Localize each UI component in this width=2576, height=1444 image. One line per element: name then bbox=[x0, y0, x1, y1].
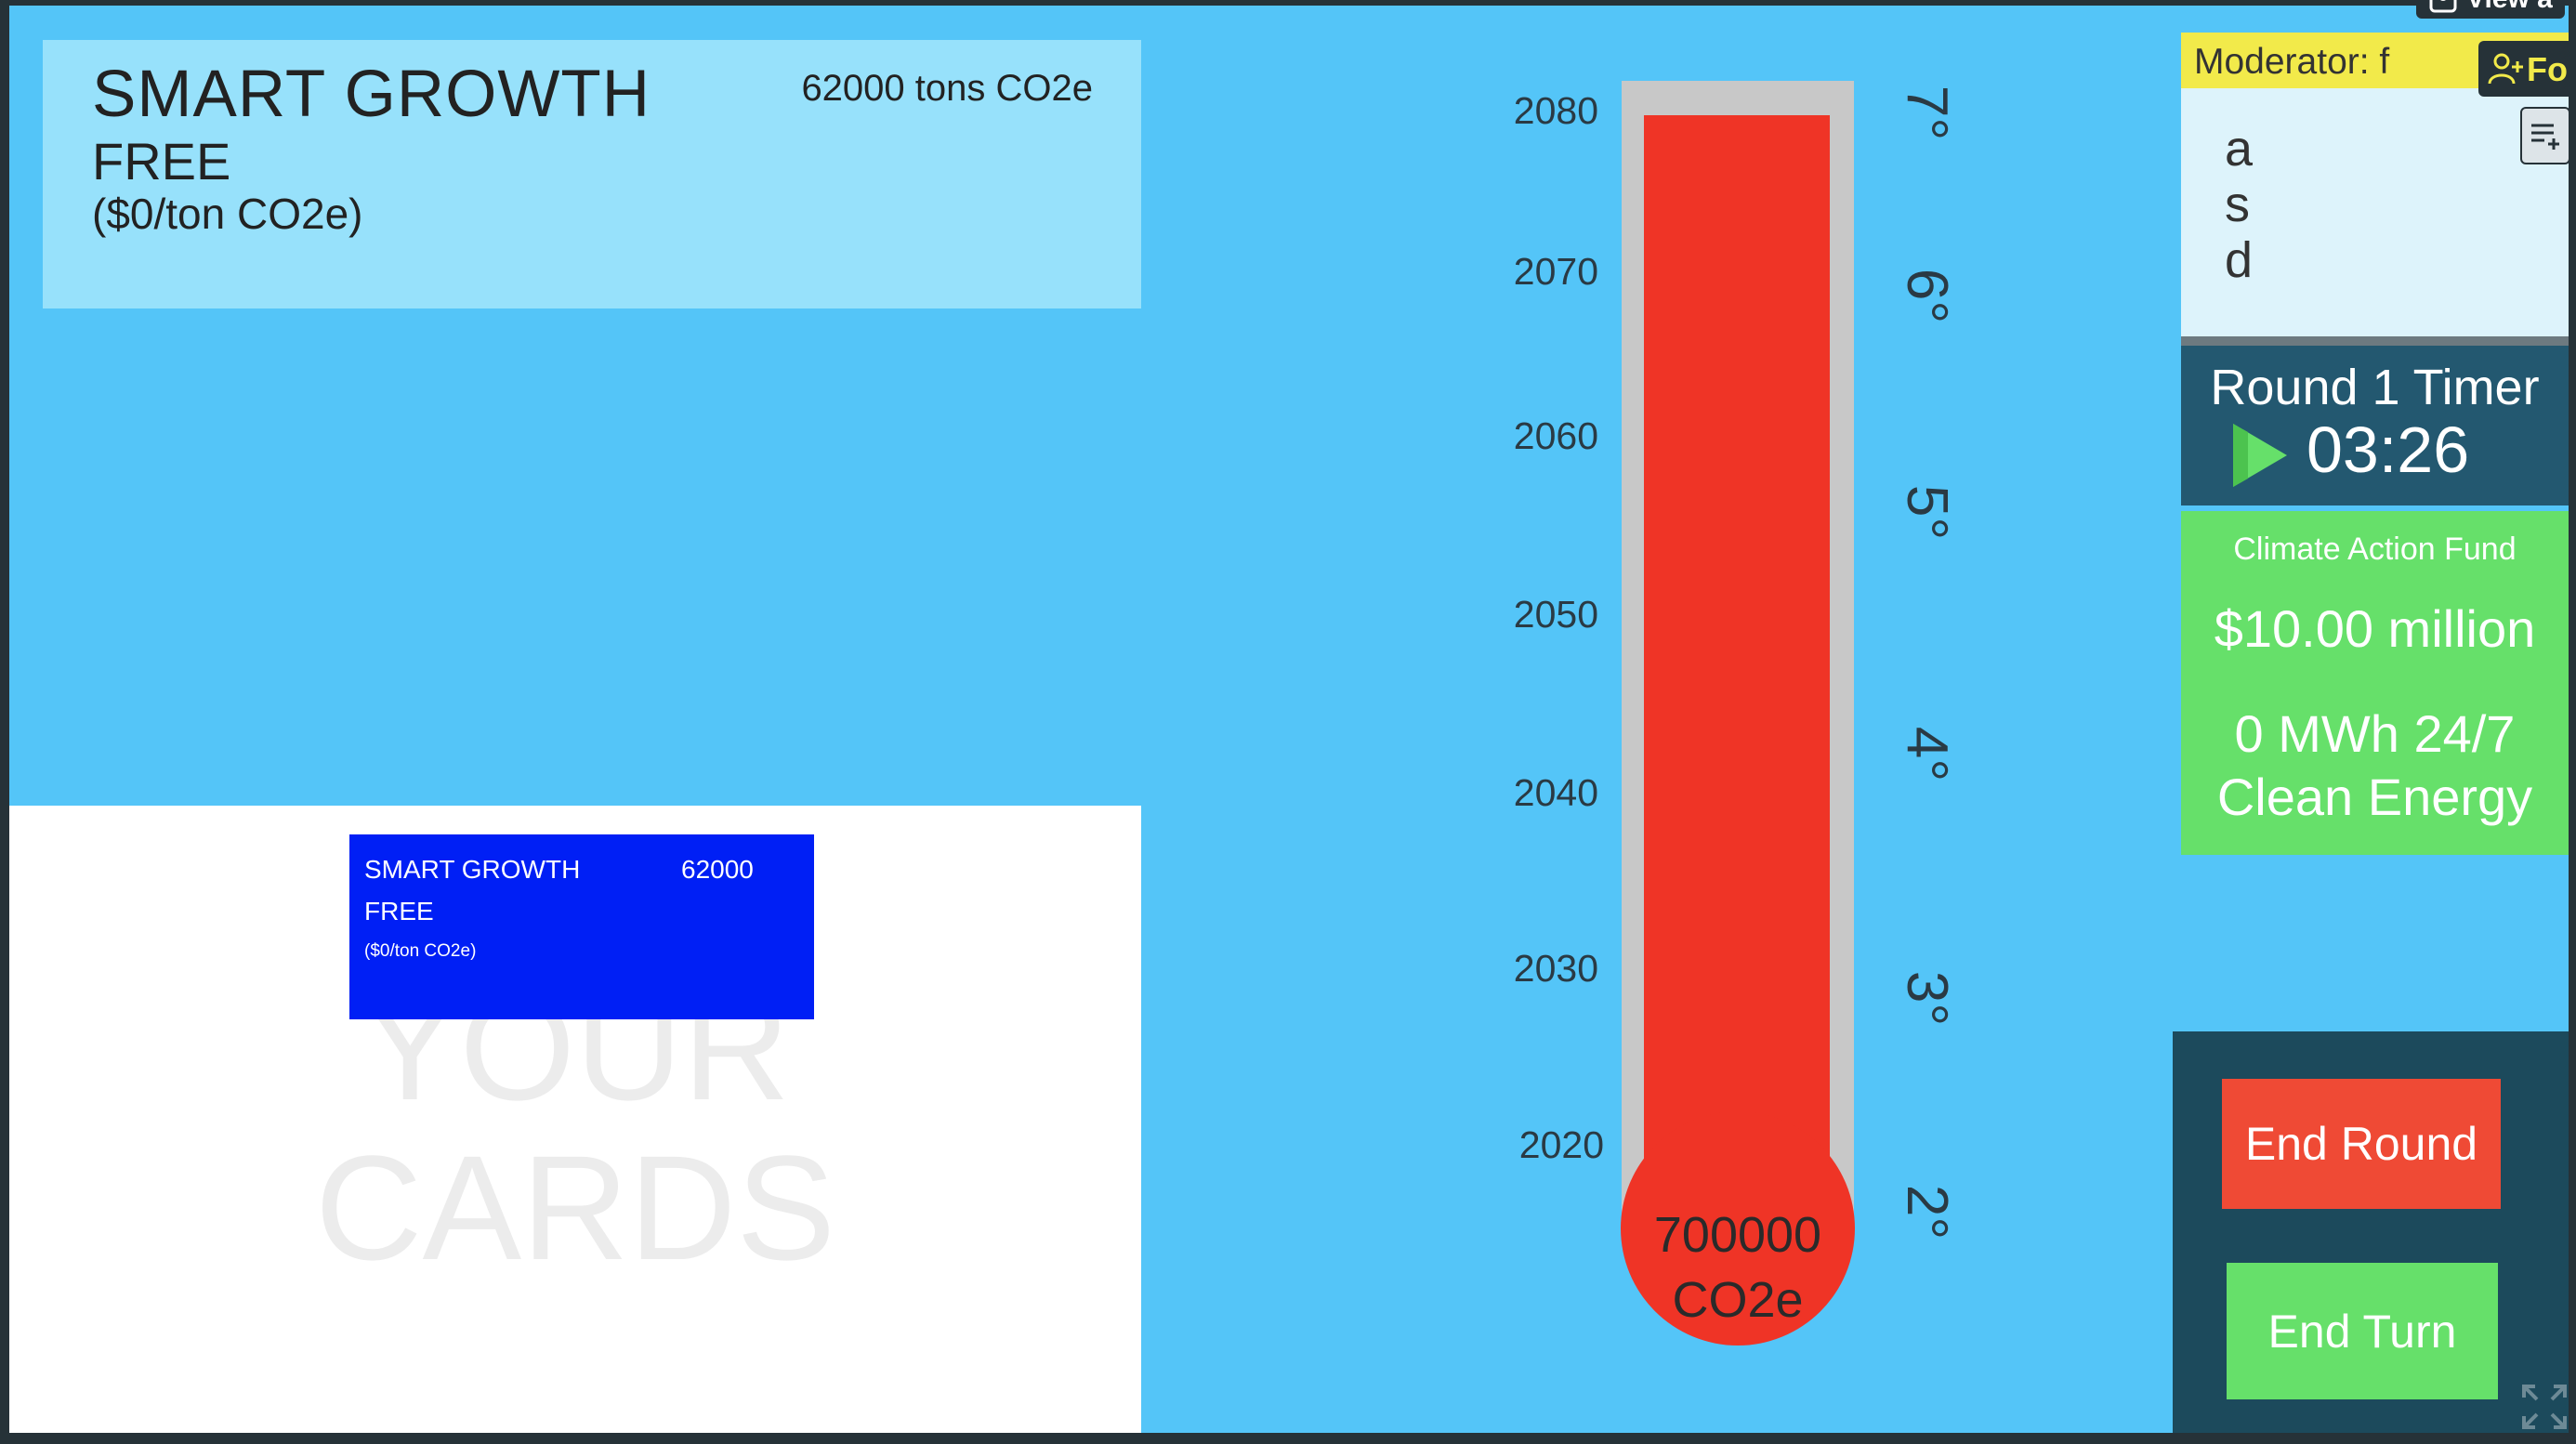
timer-label: Round 1 Timer bbox=[2210, 360, 2540, 415]
energy-line-2: Clean Energy bbox=[2216, 768, 2533, 826]
notes-text: a s d bbox=[2225, 121, 2254, 288]
degree-label-6: 6° bbox=[1895, 268, 1960, 324]
view-as-button[interactable]: View a bbox=[2416, 0, 2565, 19]
timer-value: 03:26 bbox=[2307, 414, 2470, 486]
moderator-label: Moderator: f bbox=[2194, 42, 2390, 82]
notes-menu-button[interactable] bbox=[2520, 107, 2570, 164]
thermometer-bulb bbox=[1621, 1111, 1855, 1346]
year-label-2040: 2040 bbox=[1513, 771, 1598, 814]
view-as-label: View a bbox=[2466, 0, 2553, 15]
degree-label-2: 2° bbox=[1895, 1184, 1960, 1241]
game-board: SMART GROWTH 62000 tons CO2e FREE ($0/to… bbox=[9, 6, 2569, 1433]
climate-action-fund: Climate Action Fund $10.00 million 0 MWh… bbox=[2181, 511, 2569, 855]
thermometer-bulb-label: 700000 CO2e bbox=[1621, 1202, 1855, 1332]
end-turn-button[interactable]: End Turn bbox=[2227, 1263, 2498, 1399]
year-label-2070: 2070 bbox=[1513, 250, 1598, 293]
bulb-value: 700000 bbox=[1653, 1207, 1822, 1263]
selected-card-title: SMART GROWTH bbox=[92, 58, 651, 131]
notes-menu-icon bbox=[2531, 124, 2559, 150]
bulb-unit: CO2e bbox=[1672, 1272, 1804, 1328]
selected-card-cost: FREE bbox=[92, 132, 231, 190]
follow-label: Fol bbox=[2527, 50, 2569, 88]
add-person-icon bbox=[2488, 53, 2523, 85]
hand-card-value: 62000 bbox=[681, 855, 754, 884]
hand-card[interactable]: SMART GROWTH 62000 FREE ($0/ton CO2e) bbox=[349, 834, 814, 1019]
play-icon[interactable] bbox=[2228, 420, 2293, 491]
notes-panel[interactable]: a s d bbox=[2181, 88, 2569, 339]
fund-label: Climate Action Fund bbox=[2233, 532, 2517, 567]
selected-card[interactable]: SMART GROWTH 62000 tons CO2e FREE ($0/to… bbox=[43, 40, 1141, 308]
your-cards-panel: YOUR CARDS SMART GROWTH 62000 FREE ($0/t… bbox=[9, 806, 1141, 1433]
degree-label-7: 7° bbox=[1895, 85, 1960, 141]
energy-line-1: 0 MWh 24/7 bbox=[2234, 704, 2516, 763]
fund-energy: 0 MWh 24/7 Clean Energy bbox=[2181, 702, 2569, 829]
degree-label-3: 3° bbox=[1895, 970, 1960, 1027]
year-label-2030: 2030 bbox=[1513, 947, 1598, 990]
person-icon bbox=[2429, 0, 2457, 13]
year-label-2060: 2060 bbox=[1513, 414, 1598, 457]
year-label-2080: 2080 bbox=[1513, 89, 1598, 132]
year-label-2050: 2050 bbox=[1513, 593, 1598, 636]
end-round-button[interactable]: End Round bbox=[2222, 1079, 2501, 1209]
thermometer-fill bbox=[1644, 115, 1830, 1241]
hand-card-title: SMART GROWTH bbox=[364, 855, 581, 884]
degree-label-5: 5° bbox=[1895, 484, 1960, 541]
hand-card-cost: FREE bbox=[364, 897, 434, 925]
selected-card-emissions: 62000 tons CO2e bbox=[801, 68, 1093, 109]
follow-button[interactable]: Fol bbox=[2478, 41, 2569, 97]
notes-scrollbar[interactable] bbox=[2181, 336, 2569, 346]
fullscreen-icon[interactable] bbox=[2520, 1383, 2569, 1431]
year-label-2020: 2020 bbox=[1518, 1123, 1604, 1166]
degree-label-4: 4° bbox=[1895, 726, 1960, 782]
selected-card-price: ($0/ton CO2e) bbox=[92, 190, 363, 238]
watermark-line-2: CARDS bbox=[314, 1124, 836, 1291]
hand-card-price: ($0/ton CO2e) bbox=[364, 941, 477, 961]
round-timer: Round 1 Timer 03:26 bbox=[2181, 346, 2569, 505]
fund-amount: $10.00 million bbox=[2214, 599, 2536, 658]
